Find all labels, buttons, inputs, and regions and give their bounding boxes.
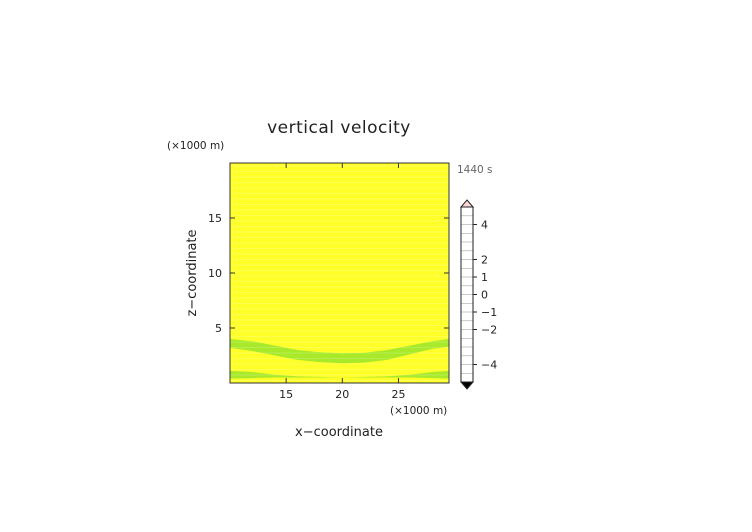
y-tick-label: 5 <box>215 322 222 335</box>
colorbar-tick-label: 0 <box>481 289 488 302</box>
negative-velocity-band-1 <box>230 339 449 364</box>
colorbar-tick-label: −2 <box>481 324 497 337</box>
colorbar-tick-label: 2 <box>481 254 488 267</box>
chart-title: vertical velocity <box>267 118 411 138</box>
x-unit-label: (×1000 m) <box>390 405 447 417</box>
colorbar-tick-label: −4 <box>481 359 497 372</box>
colorbar-tick-label: 1 <box>481 271 488 284</box>
y-tick-label: 15 <box>208 212 222 225</box>
y-unit-label: (×1000 m) <box>167 140 224 152</box>
colorbar-bottom-arrow <box>459 381 475 390</box>
y-axis-label: z−coordinate <box>185 229 200 316</box>
colorbar-top-arrow <box>459 199 475 208</box>
plot-area: 15 20 25 5 10 15 <box>208 162 450 401</box>
x-axis-label: x−coordinate <box>295 425 383 440</box>
colorbar: 4 2 1 0 −1 −2 −4 <box>459 199 497 390</box>
colorbar-tick-label: −1 <box>481 306 497 319</box>
time-label: 1440 s <box>457 164 493 176</box>
colorbar-tick-label: 4 <box>481 219 488 232</box>
x-tick-label: 25 <box>391 388 405 401</box>
negative-velocity-band-2 <box>230 370 449 379</box>
x-tick-label: 20 <box>335 388 349 401</box>
y-tick-label: 10 <box>208 267 222 280</box>
x-tick-label: 15 <box>279 388 293 401</box>
